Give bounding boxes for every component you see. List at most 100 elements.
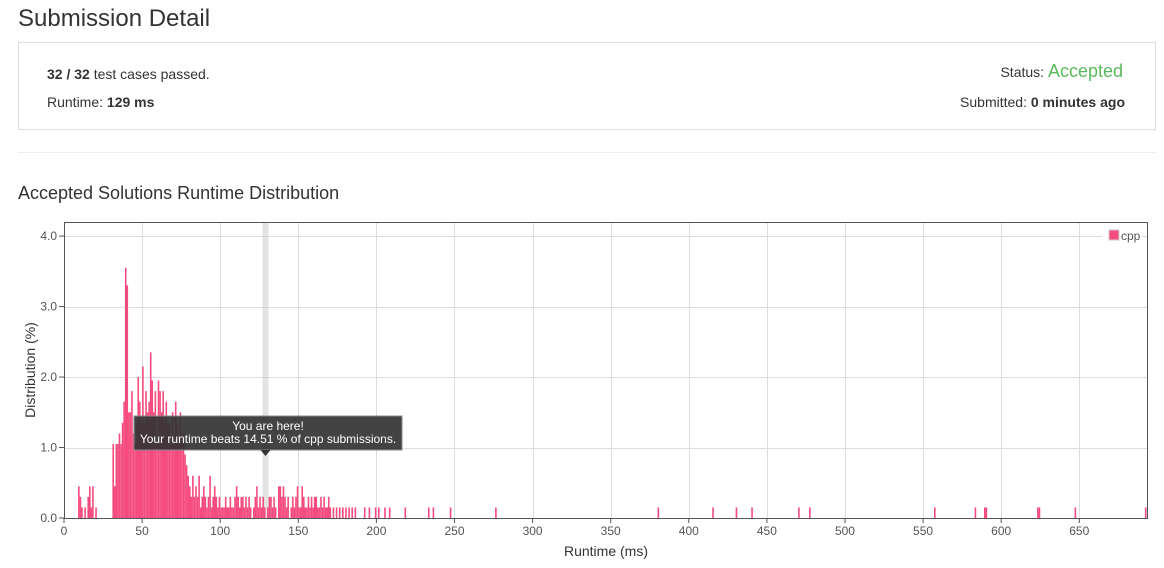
bar[interactable]: [282, 486, 285, 518]
bar[interactable]: [135, 422, 138, 518]
bar[interactable]: [363, 507, 366, 518]
bar[interactable]: [348, 507, 350, 518]
bar[interactable]: [132, 433, 135, 518]
bar[interactable]: [154, 391, 157, 518]
bar[interactable]: [260, 507, 263, 518]
bar[interactable]: [84, 507, 86, 518]
bar[interactable]: [313, 496, 316, 518]
bar[interactable]: [290, 507, 293, 518]
bar[interactable]: [302, 496, 305, 518]
bar[interactable]: [121, 422, 124, 518]
bar[interactable]: [1037, 507, 1039, 518]
bar[interactable]: [159, 391, 161, 518]
bar[interactable]: [317, 507, 319, 518]
bar[interactable]: [243, 507, 246, 518]
bar[interactable]: [146, 412, 149, 518]
bar[interactable]: [228, 507, 230, 518]
bar[interactable]: [113, 486, 116, 518]
bar[interactable]: [123, 401, 125, 518]
bar[interactable]: [320, 496, 322, 518]
bar[interactable]: [112, 444, 115, 518]
bar[interactable]: [235, 486, 238, 518]
bar[interactable]: [354, 507, 357, 518]
bar[interactable]: [271, 507, 274, 518]
bar[interactable]: [212, 496, 214, 518]
bar[interactable]: [735, 507, 738, 518]
bar[interactable]: [143, 422, 146, 518]
bar[interactable]: [318, 507, 321, 518]
bar[interactable]: [351, 507, 353, 518]
bar[interactable]: [310, 496, 313, 518]
bar[interactable]: [798, 507, 800, 518]
bar[interactable]: [168, 422, 171, 518]
bar[interactable]: [751, 507, 753, 518]
bar[interactable]: [263, 507, 266, 518]
status-accepted-link[interactable]: Accepted: [1047, 61, 1123, 81]
bar[interactable]: [242, 496, 244, 518]
bar[interactable]: [148, 401, 150, 518]
bar[interactable]: [188, 486, 191, 518]
bar[interactable]: [388, 507, 391, 518]
bar[interactable]: [495, 507, 497, 518]
bar[interactable]: [232, 507, 235, 518]
bar[interactable]: [249, 507, 252, 518]
bar[interactable]: [262, 496, 264, 518]
bar[interactable]: [377, 507, 380, 518]
bar[interactable]: [277, 486, 280, 518]
bar[interactable]: [657, 507, 660, 518]
bar[interactable]: [131, 391, 133, 518]
bar[interactable]: [1144, 507, 1147, 518]
bar[interactable]: [268, 496, 271, 518]
runtime-distribution-chart[interactable]: 0 50 100 150 200 250 300 350 400 450 500 550 600 650 …: [0, 214, 1164, 568]
bar[interactable]: [215, 496, 218, 518]
bar[interactable]: [87, 496, 90, 518]
bar[interactable]: [156, 444, 158, 518]
bar[interactable]: [128, 412, 130, 518]
bar[interactable]: [181, 444, 183, 518]
bar[interactable]: [92, 486, 94, 518]
bar[interactable]: [285, 507, 288, 518]
bar[interactable]: [217, 507, 219, 518]
bar[interactable]: [162, 391, 164, 518]
bar[interactable]: [129, 412, 132, 518]
bar[interactable]: [309, 507, 311, 518]
bar[interactable]: [209, 475, 211, 518]
bar[interactable]: [199, 507, 202, 518]
bar[interactable]: [187, 475, 189, 518]
bar[interactable]: [323, 496, 325, 518]
bar[interactable]: [88, 486, 91, 518]
bar[interactable]: [171, 412, 174, 518]
bar[interactable]: [173, 444, 175, 518]
bar[interactable]: [1074, 507, 1077, 518]
bar[interactable]: [974, 507, 977, 518]
bar[interactable]: [427, 507, 430, 518]
bar[interactable]: [145, 391, 147, 518]
bar[interactable]: [329, 507, 332, 518]
bar[interactable]: [163, 422, 166, 518]
bar[interactable]: [196, 496, 199, 518]
bar[interactable]: [224, 496, 227, 518]
bar[interactable]: [326, 507, 329, 518]
bar[interactable]: [170, 444, 172, 518]
bar[interactable]: [190, 496, 193, 518]
bar[interactable]: [153, 412, 155, 518]
bar[interactable]: [449, 507, 452, 518]
bar[interactable]: [256, 486, 258, 518]
bar[interactable]: [138, 401, 141, 518]
bar[interactable]: [223, 507, 225, 518]
bar[interactable]: [281, 496, 283, 518]
bar[interactable]: [304, 507, 307, 518]
bar[interactable]: [248, 496, 250, 518]
bar[interactable]: [270, 496, 272, 518]
bar[interactable]: [307, 496, 310, 518]
bar[interactable]: [293, 507, 296, 518]
bar[interactable]: [178, 444, 180, 518]
bar[interactable]: [253, 507, 255, 518]
bar[interactable]: [274, 507, 277, 518]
bar[interactable]: [712, 507, 714, 518]
bar[interactable]: [231, 507, 233, 518]
bar[interactable]: [115, 444, 118, 518]
bar[interactable]: [78, 486, 80, 518]
legend[interactable]: cpp: [1102, 226, 1142, 244]
bar[interactable]: [327, 496, 330, 518]
